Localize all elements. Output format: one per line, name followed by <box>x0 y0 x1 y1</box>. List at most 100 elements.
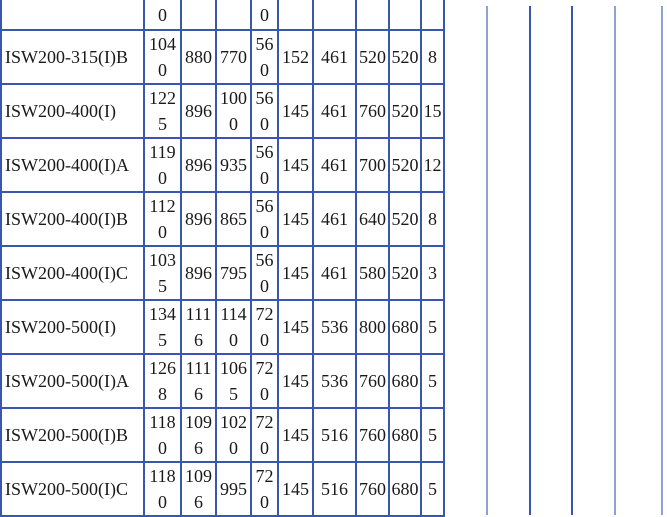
value-cell: 1065 <box>215 353 252 409</box>
table-row: ISW200-400(I)C 1035 896 795 560 145 461 580 520 3 <box>0 245 445 301</box>
value-cell: 720 <box>250 461 279 517</box>
value-cell: 800 <box>355 299 390 355</box>
value-cell: 8 <box>420 191 445 247</box>
model-cell: ISW200-500(I)C <box>0 461 145 517</box>
value-cell: 145 <box>277 245 314 301</box>
value-cell: 3 <box>420 245 445 301</box>
value-cell: 896 <box>180 83 217 139</box>
value-cell: 5 <box>420 353 445 409</box>
value-cell: 520 <box>388 83 422 139</box>
value-cell: 520 <box>388 245 422 301</box>
value-cell: 1225 <box>143 83 182 139</box>
value-cell: 520 <box>388 191 422 247</box>
value-cell: 760 <box>355 353 390 409</box>
value-cell: 935 <box>215 137 252 193</box>
table-row: ISW200-400(I)A 1190 896 935 560 145 461 700 520 1… <box>0 137 445 193</box>
value-cell: 145 <box>277 191 314 247</box>
value-cell: 795 <box>215 245 252 301</box>
value-cell: 145 <box>277 299 314 355</box>
value-cell: 5 <box>420 299 445 355</box>
value-cell: 1116 <box>180 353 217 409</box>
value-cell: 760 <box>355 407 390 463</box>
value-cell: 520 <box>388 137 422 193</box>
value-cell: 720 <box>250 299 279 355</box>
value-cell: 1268 <box>143 353 182 409</box>
grid-line <box>486 6 488 515</box>
value-cell: 5 <box>420 407 445 463</box>
value-cell: 896 <box>180 191 217 247</box>
value-cell: 516 <box>312 407 357 463</box>
value-cell: 461 <box>312 83 357 139</box>
value-cell: 520 <box>355 29 390 85</box>
value-cell: 1140 <box>215 299 252 355</box>
value-cell: 1000 <box>215 83 252 139</box>
value-cell: 896 <box>180 245 217 301</box>
table-row: ISW200-400(I) 1225 896 1000 560 145 461 760 520 1… <box>0 83 445 139</box>
value-cell: 145 <box>277 83 314 139</box>
value-cell: 145 <box>277 353 314 409</box>
model-cell: ISW200-500(I) <box>0 299 145 355</box>
value-cell: 5 <box>420 461 445 517</box>
value-cell: 760 <box>355 83 390 139</box>
value-cell: 461 <box>312 137 357 193</box>
value-cell: 12 <box>420 137 445 193</box>
value-cell: 1190 <box>143 137 182 193</box>
value-cell: 152 <box>277 29 314 85</box>
grid-line <box>529 6 531 515</box>
value-cell: 536 <box>312 353 357 409</box>
value-cell <box>215 0 252 31</box>
value-cell: 880 <box>180 29 217 85</box>
value-cell: 560 <box>250 137 279 193</box>
value-cell: 145 <box>277 461 314 517</box>
table-row: ISW200-500(I) 1345 1116 1140 720 145 536 800 680… <box>0 299 445 355</box>
value-cell: 680 <box>388 299 422 355</box>
value-cell <box>312 0 357 31</box>
table-row: ISW200-500(I)A 1268 1116 1065 720 145 536 760 68… <box>0 353 445 409</box>
model-cell: ISW200-400(I)B <box>0 191 145 247</box>
table-row: ISW200-500(I)B 1180 1096 1020 720 145 516 760 68… <box>0 407 445 463</box>
value-cell <box>277 0 314 31</box>
value-cell: 516 <box>312 461 357 517</box>
value-cell: 1180 <box>143 461 182 517</box>
value-cell: 1180 <box>143 407 182 463</box>
table-row: ISW200-315(I)B 1040 880 770 560 152 461 520 520 8 <box>0 29 445 85</box>
value-cell: 680 <box>388 407 422 463</box>
model-cell: ISW200-500(I)B <box>0 407 145 463</box>
value-cell: 536 <box>312 299 357 355</box>
value-cell: 1116 <box>180 299 217 355</box>
value-cell: 700 <box>355 137 390 193</box>
value-cell <box>180 0 217 31</box>
value-cell: 580 <box>355 245 390 301</box>
value-cell: 520 <box>388 29 422 85</box>
value-cell: 461 <box>312 191 357 247</box>
value-cell: 1035 <box>143 245 182 301</box>
value-cell: 560 <box>250 191 279 247</box>
grid-line <box>571 6 573 515</box>
grid-line <box>614 6 616 515</box>
value-cell: 1096 <box>180 461 217 517</box>
value-cell: 0 <box>250 0 279 31</box>
model-cell: ISW200-400(I)C <box>0 245 145 301</box>
value-cell: 461 <box>312 245 357 301</box>
model-cell: ISW200-315(I)B <box>0 29 145 85</box>
value-cell: 560 <box>250 245 279 301</box>
value-cell: 145 <box>277 407 314 463</box>
value-cell <box>420 0 445 31</box>
table-row: ISW200-400(I)B 1120 896 865 560 145 461 640 520 8 <box>0 191 445 247</box>
pump-spec-table: 0 0 ISW200-315(I)B 1040 880 770 560 152 461 520 52… <box>0 0 445 517</box>
model-cell: ISW200-500(I)A <box>0 353 145 409</box>
value-cell: 720 <box>250 407 279 463</box>
value-cell: 995 <box>215 461 252 517</box>
value-cell: 560 <box>250 83 279 139</box>
table-row: ISW200-500(I)C 1180 1096 995 720 145 516 760 680… <box>0 461 445 517</box>
value-cell: 8 <box>420 29 445 85</box>
grid-line <box>661 6 663 515</box>
value-cell: 760 <box>355 461 390 517</box>
value-cell: 1120 <box>143 191 182 247</box>
value-cell: 680 <box>388 353 422 409</box>
value-cell: 896 <box>180 137 217 193</box>
value-cell: 770 <box>215 29 252 85</box>
value-cell: 560 <box>250 29 279 85</box>
value-cell: 1040 <box>143 29 182 85</box>
